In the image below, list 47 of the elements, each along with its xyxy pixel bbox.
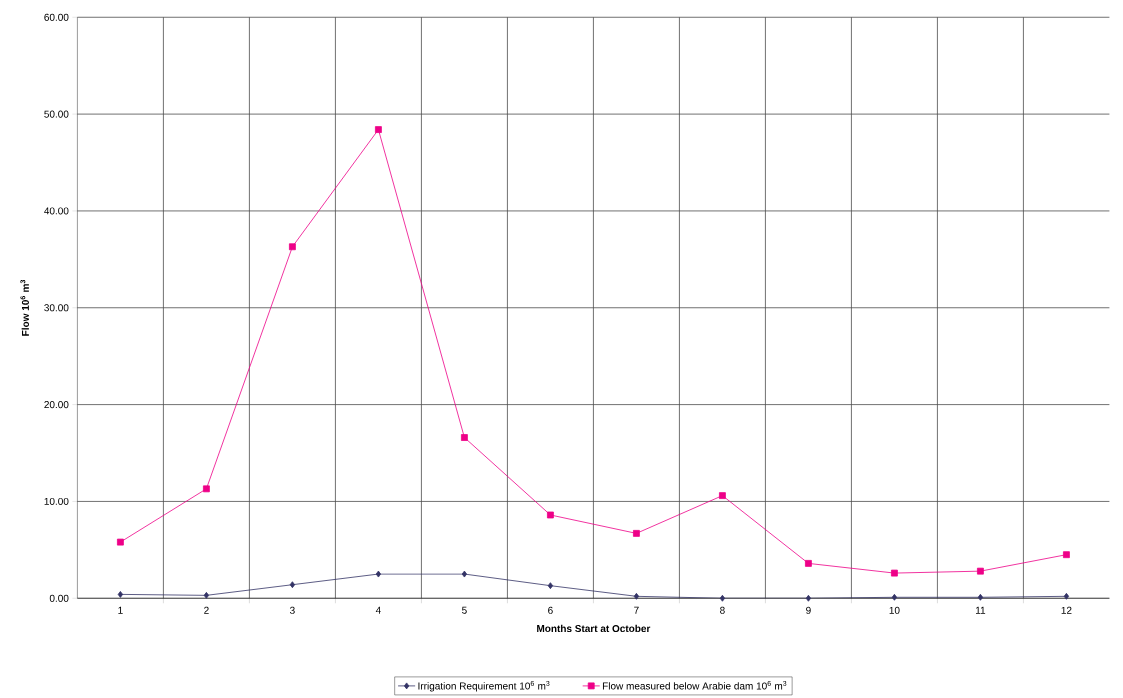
point xyxy=(547,582,554,590)
x-tick-label: 3 xyxy=(290,606,295,614)
point xyxy=(891,569,898,577)
x-tick-label: 6 xyxy=(548,606,553,614)
point xyxy=(805,560,812,567)
point xyxy=(719,492,726,500)
point xyxy=(1063,551,1070,559)
legend-label: Flow measured below Arabie dam 10$^{6}$ m$^{3}$ xyxy=(602,680,787,690)
x-tick-label: 4 xyxy=(375,606,381,614)
x-tick-label: 7 xyxy=(634,606,639,614)
x-tick-label: 12 xyxy=(1061,606,1072,614)
y-tick-label: 20.00 xyxy=(44,401,69,409)
point xyxy=(289,243,296,251)
point xyxy=(891,593,898,601)
point xyxy=(977,593,984,601)
x-axis-title: Months Start at October xyxy=(537,624,651,633)
y-tick-label: 50.00 xyxy=(44,110,69,118)
x-tick-label: 9 xyxy=(806,606,811,614)
y-axis-title: Flow 10$^{6}$ m$^{3}$ xyxy=(20,279,29,336)
y-tick-label: 30.00 xyxy=(44,304,69,312)
x-tick-label: 8 xyxy=(720,606,725,614)
y-tick-label: 60.00 xyxy=(44,13,69,21)
point xyxy=(375,126,382,133)
x-tick-label: 2 xyxy=(204,606,209,614)
legend-label: Irrigation Requirement 10$^{6}$ m$^{3}$ xyxy=(418,680,550,692)
point xyxy=(117,590,124,598)
point xyxy=(719,594,726,602)
x-tick-label: 11 xyxy=(975,606,986,614)
y-tick-label: 10.00 xyxy=(44,497,69,505)
y-tick-label: 0.00 xyxy=(49,594,69,602)
y-tick-label: 40.00 xyxy=(44,207,69,215)
point xyxy=(117,538,124,546)
x-tick-label: 10 xyxy=(889,606,900,614)
x-tick-label: 1 xyxy=(118,606,123,614)
point xyxy=(805,594,812,602)
point xyxy=(461,570,468,578)
point xyxy=(289,581,296,589)
point xyxy=(547,511,554,519)
point xyxy=(1063,592,1070,600)
point xyxy=(203,591,210,599)
point xyxy=(633,529,640,537)
point xyxy=(375,570,382,578)
x-tick-label: 5 xyxy=(462,606,467,614)
point xyxy=(633,592,640,600)
point xyxy=(203,485,210,493)
point xyxy=(977,567,984,575)
point xyxy=(461,434,468,441)
